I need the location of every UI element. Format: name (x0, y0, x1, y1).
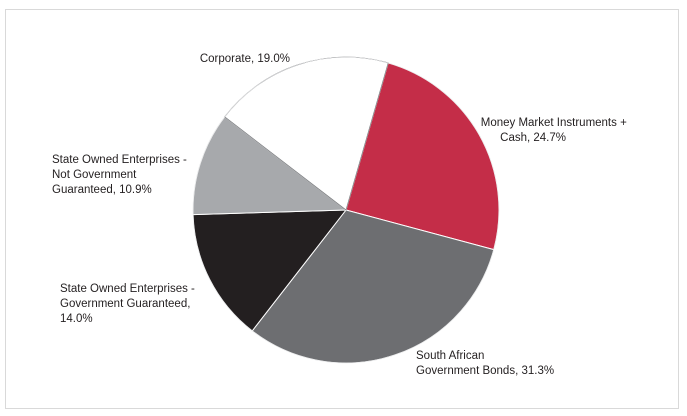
slice-label-soe-guaranteed: State Owned Enterprises - Government Gua… (60, 283, 198, 325)
slice-label-sa-government-bonds: South African Government Bonds, 31.3% (416, 350, 554, 377)
slice-label-money-market: Money Market Instruments + Cash, 24.7% (481, 117, 630, 144)
pie-outline (192, 56, 500, 364)
pie-labels: Corporate, 19.0% Money Market Instrument… (52, 53, 630, 377)
pie-slices (192, 56, 500, 364)
slice-label-soe-not-guaranteed: State Owned Enterprises - Not Government… (52, 154, 190, 196)
slice-label-corporate: Corporate, 19.0% (200, 53, 290, 65)
